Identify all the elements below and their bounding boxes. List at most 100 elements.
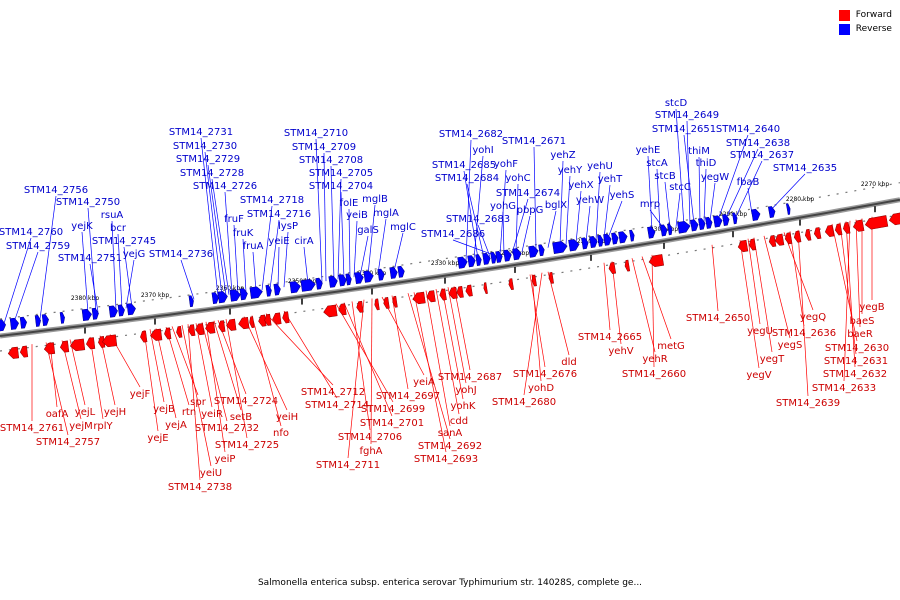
reverse-gene [363,270,374,283]
reverse-gene-label: galS [357,225,379,236]
forward-gene [258,314,267,327]
reverse-leader-line [111,220,117,310]
forward-leader-line [251,315,282,427]
reverse-gene-label: STM14_2671 [502,136,566,147]
forward-gene-label: baeS [850,316,875,327]
reverse-gene [249,286,263,299]
forward-gene-label: metG [657,341,685,352]
reverse-gene-label: STM14_2759 [6,241,70,252]
reverse-gene-label: yeiE [268,236,289,247]
reverse-gene [377,268,385,281]
reverse-gene [9,317,19,330]
reverse-gene [677,221,691,234]
forward-gene [813,227,822,240]
forward-gene-label: STM14_2732 [195,423,259,434]
reverse-gene-label: STM14_2731 [169,127,233,138]
reverse-gene [338,274,347,287]
reverse-gene [273,283,281,296]
forward-gene [774,233,785,246]
reverse-leader-line [502,211,505,255]
forward-leader-line [283,310,338,399]
forward-leader-line [187,324,201,481]
reverse-gene-label: yeiB [346,210,368,221]
reverse-leader-line [452,239,497,257]
reverse-leader-line [647,155,653,231]
reverse-leader-line [283,231,289,288]
scale-label: 2280 kbp [786,196,814,203]
forward-gene [19,345,29,358]
forward-gene [7,346,20,359]
forward-gene-label: yejF [130,389,151,400]
reverse-gene [713,215,723,228]
reverse-gene-label: stcD [665,98,688,109]
reverse-gene-label: STM14_2635 [773,163,837,174]
forward-leader-line [711,244,719,312]
reverse-gene [239,288,248,301]
reverse-gene-label: yehE [636,145,661,156]
forward-gene [195,323,205,336]
forward-gene-label: STM14_2660 [622,369,686,380]
reverse-leader-line [303,246,309,284]
forward-leader-line [351,301,371,431]
reverse-leader-line [725,148,759,219]
forward-gene [768,235,777,248]
reverse-gene [528,245,539,258]
reverse-leader-line [252,251,257,292]
reverse-gene [552,241,568,254]
forward-leader-line [631,258,656,353]
forward-leader-line [201,322,228,422]
reverse-gene [397,265,405,278]
forward-gene-label: yeiA [413,377,435,388]
reverse-leader-line [340,191,345,279]
forward-gene [864,215,889,230]
forward-gene [264,313,272,326]
reverse-leader-line [207,164,227,296]
legend-forward-label: Forward [855,10,892,20]
reverse-gene-label: thiM [688,146,710,157]
forward-gene-label: STM14_2714 [305,400,369,411]
forward-leader-line [149,329,165,403]
forward-gene [205,321,216,334]
forward-gene [439,288,447,301]
reverse-gene-label: STM14_2751 [58,253,122,264]
reverse-gene-label: STM14_2705 [309,168,373,179]
reverse-gene-label: yehS [610,190,635,201]
forward-gene [383,297,390,309]
reverse-gene-label: STM14_2760 [0,227,63,238]
forward-leader-line [763,235,791,339]
reverse-leader-line [277,246,280,288]
forward-gene-label: STM14_2724 [214,396,278,407]
forward-gene [804,228,812,241]
reverse-gene-label: STM14_2683 [446,214,510,225]
reverse-leader-line [515,183,519,253]
reverse-gene [512,248,522,261]
forward-gene-label: fghA [359,446,382,457]
forward-gene [226,318,237,331]
forward-gene-label: STM14_2701 [360,418,424,429]
forward-gene [465,284,473,297]
reverse-leader-line [521,215,531,252]
forward-gene-label: STM14_2680 [492,397,556,408]
reverse-gene-label: STM14_2745 [92,236,156,247]
reverse-gene [81,308,92,321]
forward-gene [888,212,900,226]
reverse-leader-line [269,219,280,290]
forward-gene-label: yejE [147,433,168,444]
forward-gene [852,219,865,232]
reverse-leader-line [377,218,387,274]
reverse-gene-label: STM14_2729 [176,154,240,165]
reverse-gene [217,291,228,304]
forward-gene-label: yegT [760,354,785,365]
reverse-gene [0,319,6,332]
forward-leader-line [195,323,213,408]
reverse-gene-label: yejK [71,221,93,232]
reverse-gene [457,256,468,269]
reverse-gene-label: mglA [373,208,399,219]
forward-gene-label: yegU [747,326,773,337]
reverse-gene [475,254,482,266]
legend: Forward Reverse [838,8,892,36]
forward-gene [188,324,196,337]
forward-gene-label: yejL [75,407,96,418]
forward-gene [508,278,514,291]
forward-gene [456,285,464,298]
